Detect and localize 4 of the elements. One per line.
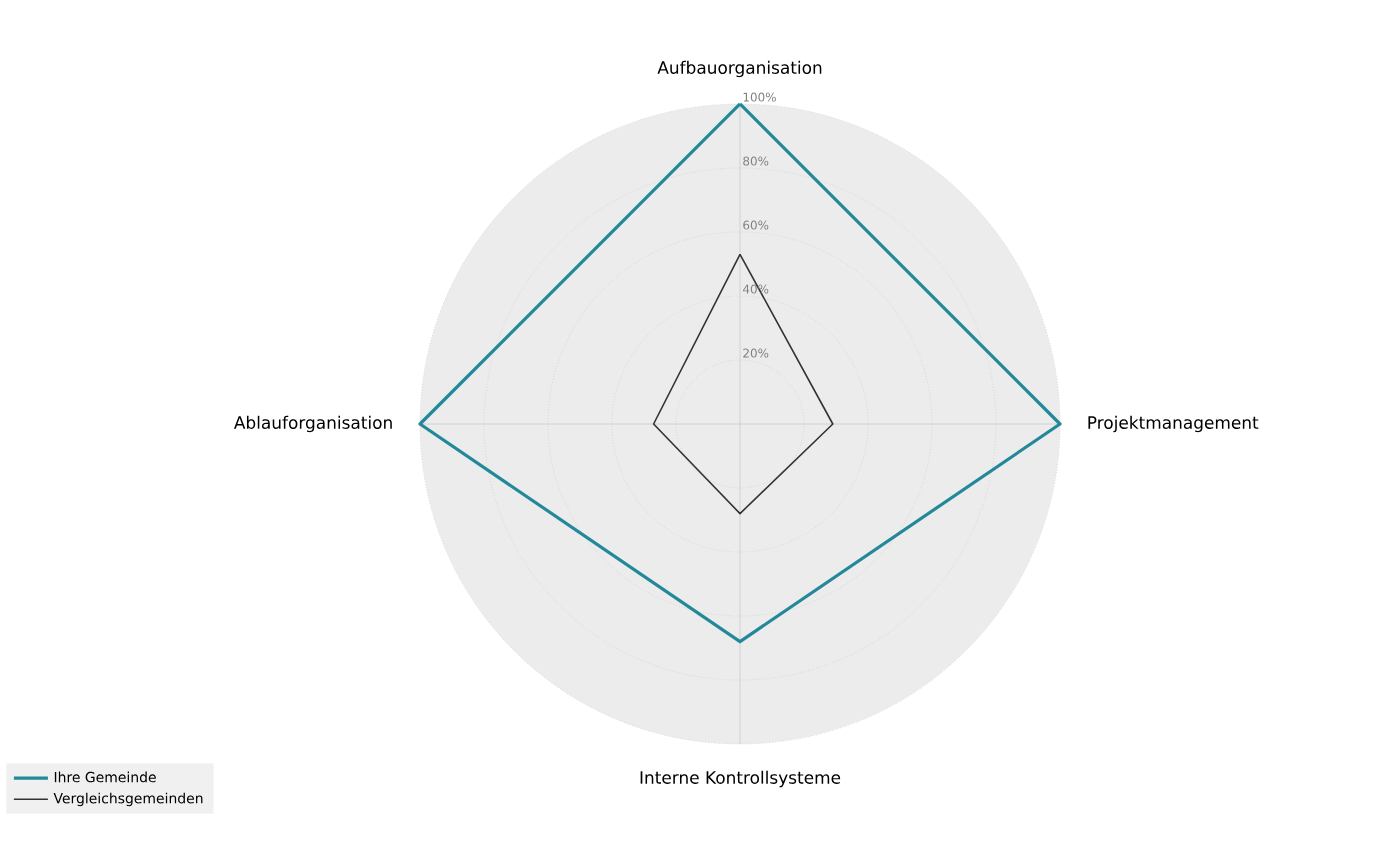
spoke-label: Aufbauorganisation: [657, 60, 822, 78]
spoke-label: Projektmanagement: [1088, 415, 1259, 433]
spoke-label: Interne Kontrollsysteme: [640, 770, 841, 788]
spoke-label: Ablauforganisation: [233, 415, 392, 433]
